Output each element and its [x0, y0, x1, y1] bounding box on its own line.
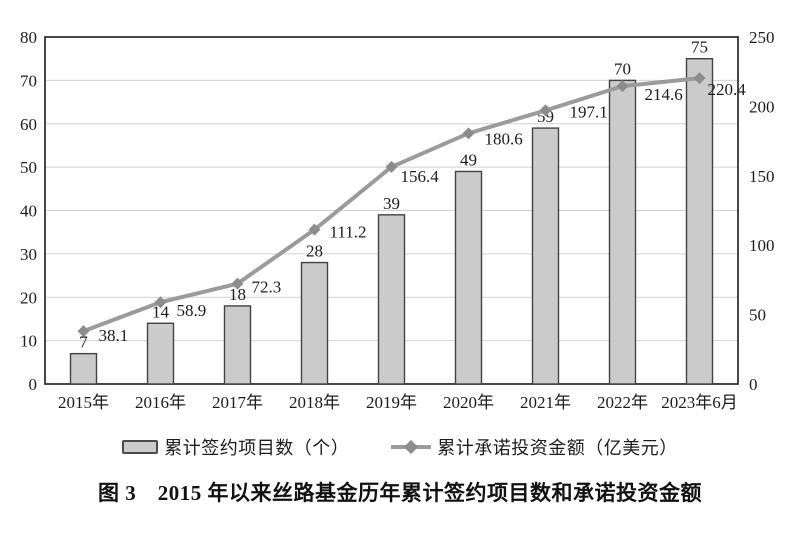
bar — [300, 261, 329, 385]
x-axis-category-label: 2017年 — [212, 393, 263, 412]
line-value-label: 38.1 — [99, 326, 129, 345]
bar — [531, 127, 560, 385]
right-axis-tick-label: 200 — [749, 97, 775, 116]
right-axis-tick-label: 50 — [749, 306, 766, 325]
line-value-label: 180.6 — [485, 129, 523, 148]
line-value-label: 72.3 — [252, 278, 282, 297]
x-axis-category-label: 2021年 — [520, 393, 571, 412]
left-axis-tick-label: 60 — [20, 115, 37, 134]
diamond-marker-icon — [385, 160, 398, 173]
left-axis-tick-label: 20 — [20, 288, 37, 307]
bar-value-label: 75 — [691, 38, 708, 57]
bar-value-label: 18 — [229, 285, 246, 304]
line-value-label: 220.4 — [708, 80, 747, 99]
diamond-marker-icon — [154, 296, 167, 309]
bar — [223, 305, 252, 385]
diamond-marker-icon — [308, 223, 321, 236]
bar — [146, 322, 175, 385]
line-diamond-swatch-icon — [391, 439, 432, 455]
bar-value-label: 14 — [152, 302, 170, 321]
x-axis-category-label: 2019年 — [366, 393, 417, 412]
left-axis-tick-label: 80 — [20, 28, 37, 47]
diamond-marker-icon — [693, 72, 706, 85]
bar-value-label: 49 — [460, 150, 477, 169]
x-axis-category-label: 2020年 — [443, 393, 494, 412]
x-axis-category-label: 2022年 — [597, 393, 648, 412]
diamond-marker-icon — [616, 80, 629, 93]
x-axis-category-label: 2015年 — [58, 393, 109, 412]
left-axis-tick-label: 10 — [20, 332, 37, 351]
x-axis-category-label: 2016年 — [135, 393, 186, 412]
bar-value-label: 7 — [79, 333, 88, 352]
right-axis-tick-label: 0 — [749, 375, 758, 394]
legend-label-projects: 累计签约项目数（个） — [164, 438, 350, 458]
line-value-label: 58.9 — [177, 301, 207, 320]
diamond-marker-icon — [462, 127, 475, 140]
diamond-marker-icon — [77, 325, 90, 338]
diamond-marker-icon — [539, 104, 552, 117]
bar-value-label: 39 — [383, 194, 400, 213]
bar — [69, 352, 98, 385]
line-value-label: 156.4 — [401, 167, 440, 186]
right-axis-tick-label: 250 — [749, 28, 775, 47]
right-axis-tick-label: 150 — [749, 167, 775, 186]
x-axis-category-label: 2023年6月 — [661, 393, 738, 412]
bar — [685, 57, 714, 385]
combo-chart: 0 10 20 30 40 50 60 70 80 0 50 100 150 200 250 2015年 201… — [20, 28, 775, 412]
legend-item-investment: 累计承诺投资金额（亿美元） — [391, 434, 678, 460]
figure-caption: 图 3 2015 年以来丝路基金历年累计签约项目数和承诺投资金额 — [98, 481, 702, 505]
bar-value-label: 70 — [614, 59, 631, 78]
chart-legend: 累计签约项目数（个） 累计承诺投资金额（亿美元） — [0, 434, 800, 460]
left-axis-tick-label: 70 — [20, 71, 37, 90]
x-axis-category-label: 2018年 — [289, 393, 340, 412]
line-value-label: 111.2 — [330, 223, 367, 242]
left-axis-tick-label: 30 — [20, 245, 37, 264]
bar-value-label: 28 — [306, 242, 323, 261]
line-value-label: 214.6 — [645, 85, 683, 104]
legend-item-projects: 累计签约项目数（个） — [122, 434, 349, 460]
bar — [377, 214, 406, 385]
right-axis-tick-label: 100 — [749, 236, 775, 255]
diamond-marker-icon — [404, 439, 419, 455]
legend-label-investment: 累计承诺投资金额（亿美元） — [437, 438, 678, 458]
line-value-label: 197.1 — [570, 102, 608, 121]
bar-swatch-icon — [122, 440, 159, 454]
bar — [608, 79, 637, 385]
left-axis-tick-label: 0 — [29, 375, 38, 394]
diamond-marker-icon — [231, 277, 244, 290]
left-axis-tick-label: 50 — [20, 158, 37, 177]
left-axis-tick-label: 40 — [20, 202, 37, 221]
bar — [454, 170, 483, 385]
